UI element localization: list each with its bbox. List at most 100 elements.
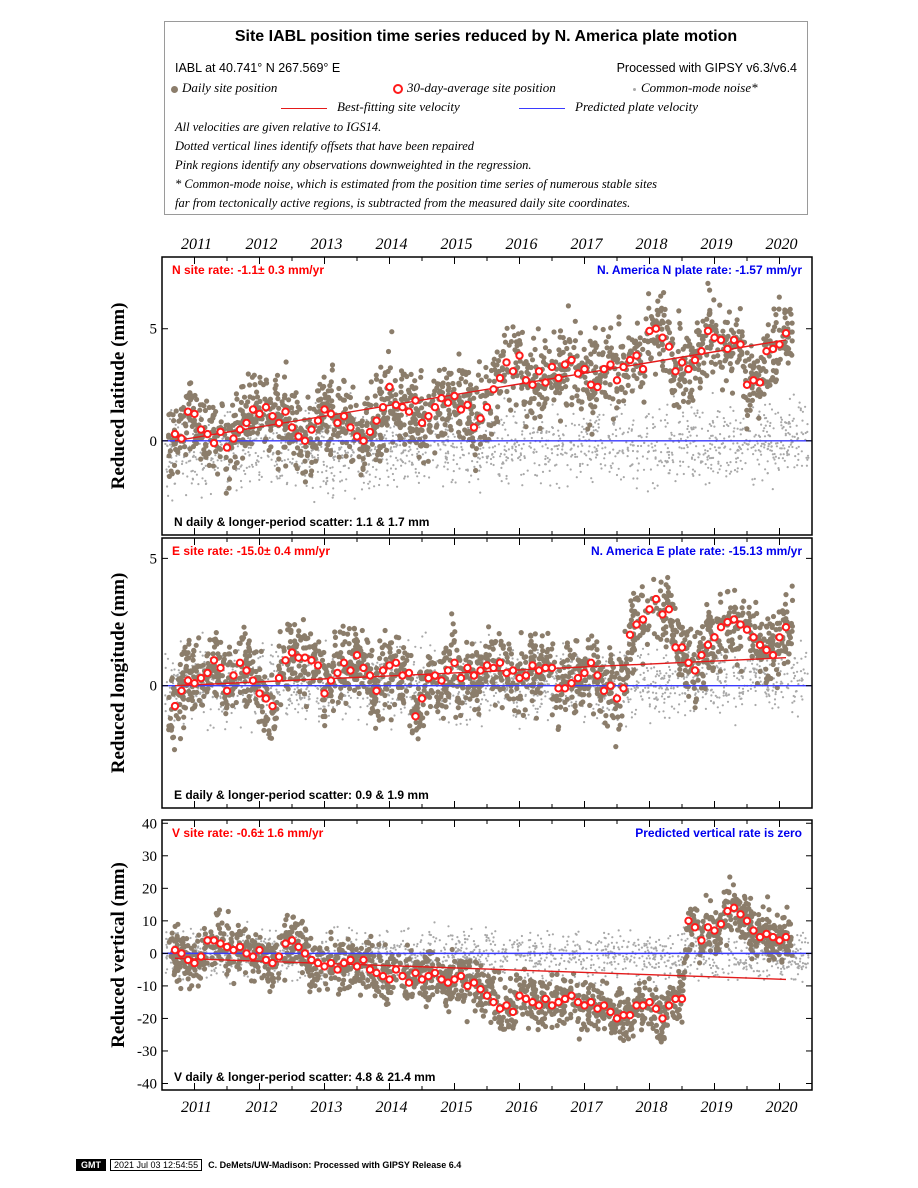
- avg30-point: [222, 686, 232, 695]
- y-tick-label: -40: [137, 1076, 157, 1092]
- avg30-point: [690, 666, 700, 675]
- avg30-point: [183, 676, 193, 685]
- avg30-point: [547, 1001, 557, 1010]
- avg30-point: [307, 425, 316, 434]
- avg30-point: [742, 916, 752, 925]
- avg30-point: [346, 666, 355, 675]
- avg30-point: [378, 666, 388, 675]
- avg30-point: [339, 658, 349, 667]
- avg30-points: [170, 324, 791, 452]
- timestamp: 2021 Jul 03 12:54:55: [110, 1159, 203, 1171]
- avg30-point: [255, 689, 264, 698]
- avg30-point: [528, 380, 537, 389]
- avg30-point: [378, 403, 388, 412]
- avg30-point: [554, 684, 563, 693]
- plate-line-icon: [519, 107, 565, 109]
- plot-area: [162, 280, 812, 504]
- avg30-point: [625, 1011, 635, 1020]
- processing-info: Processed with GIPSY v6.3/v6.4: [616, 61, 797, 75]
- avg30-point: [177, 949, 186, 958]
- avg30-point: [170, 945, 180, 955]
- avg30-point: [339, 958, 349, 968]
- panel-3: -40 -30 -20 -10 0 10 20 30 40 Reduced vertical (m…: [108, 816, 813, 1092]
- avg30-point: [736, 340, 745, 349]
- avg30-point: [736, 910, 745, 919]
- avg30-point: [651, 594, 661, 604]
- avg30-point: [183, 407, 193, 416]
- y-tick-label: 5: [150, 551, 158, 567]
- credit: C. DeMets/UW-Madison: Processed with GIP…: [208, 1160, 462, 1170]
- avg30-point: [424, 971, 433, 981]
- legend-predicted: Predicted plate velocity: [519, 99, 698, 115]
- y-tick-label: -30: [137, 1044, 157, 1060]
- avg30-point: [450, 658, 459, 667]
- cmn-marker-icon: [633, 87, 636, 91]
- avg30-point: [716, 623, 726, 632]
- avg30-point: [755, 640, 765, 650]
- avg30-point: [541, 663, 550, 673]
- avg30-points: [170, 903, 791, 1023]
- avg30-point: [404, 668, 414, 678]
- avg30-point: [768, 932, 778, 942]
- bottom-year-label: 2020: [765, 1099, 797, 1116]
- bottom-year-label: 2015: [440, 1099, 472, 1116]
- avg30-marker-icon: [393, 84, 403, 95]
- avg30-point: [261, 403, 271, 412]
- site-rate-label: N site rate: -1.1± 0.3 mm/yr: [172, 263, 324, 277]
- avg30-point: [716, 919, 726, 929]
- avg30-point: [463, 981, 472, 991]
- footer: GMT 2021 Jul 03 12:54:55 C. DeMets/UW-Madi…: [76, 1159, 461, 1171]
- avg30-point: [274, 418, 284, 428]
- avg30-point: [450, 391, 459, 401]
- plate-rate-label: N. America E plate rate: -15.13 mm/yr: [591, 544, 802, 558]
- bottom-year-label: 2016: [505, 1099, 537, 1116]
- plot-area: [162, 574, 812, 753]
- avg30-point: [560, 684, 570, 693]
- legend-cmn: Common-mode noise*: [633, 80, 758, 96]
- scatter-label: N daily & longer-period scatter: 1.1 & 1…: [174, 515, 429, 529]
- avg30-point: [320, 405, 329, 414]
- avg30-point: [697, 347, 706, 356]
- top-year-label: 2017: [570, 236, 603, 253]
- avg30-point: [684, 916, 693, 925]
- avg30-point: [365, 671, 375, 680]
- avg30-point: [456, 673, 466, 683]
- avg30-point: [391, 400, 401, 410]
- avg30-point: [528, 661, 537, 670]
- avg30-point: [209, 656, 219, 665]
- avg30-point: [742, 380, 752, 389]
- avg30-point: [417, 975, 427, 984]
- avg30-point: [781, 329, 791, 338]
- avg30-point: [612, 694, 622, 703]
- avg30-point: [274, 952, 284, 961]
- avg30-point: [606, 360, 615, 369]
- avg30-point: [664, 605, 674, 614]
- avg30-point: [391, 658, 401, 667]
- avg30-point: [242, 666, 251, 675]
- avg30-point: [203, 936, 212, 945]
- avg30-point: [268, 412, 277, 421]
- top-year-label: 2014: [375, 236, 407, 253]
- avg30-point: [359, 663, 368, 673]
- avg30-point: [430, 671, 440, 680]
- avg30-point: [664, 1001, 674, 1010]
- avg30-point: [697, 936, 706, 945]
- avg30-point: [463, 663, 472, 673]
- bottom-year-label: 2011: [181, 1099, 212, 1116]
- avg30-point: [658, 1014, 667, 1023]
- top-year-label: 2018: [635, 236, 667, 253]
- avg30-point: [515, 351, 524, 360]
- avg30-point: [599, 364, 609, 374]
- avg30-point: [534, 367, 544, 376]
- avg30-point: [710, 333, 719, 342]
- avg30-point: [768, 344, 778, 354]
- avg30-point: [261, 955, 271, 965]
- avg30-point: [235, 942, 245, 952]
- avg30-point: [255, 409, 264, 419]
- avg30-point: [482, 661, 492, 670]
- avg30-point: [313, 661, 323, 670]
- avg30-point: [196, 952, 206, 961]
- top-year-label: 2011: [181, 236, 212, 253]
- avg30-point: [489, 998, 498, 1007]
- avg30-point: [567, 679, 576, 688]
